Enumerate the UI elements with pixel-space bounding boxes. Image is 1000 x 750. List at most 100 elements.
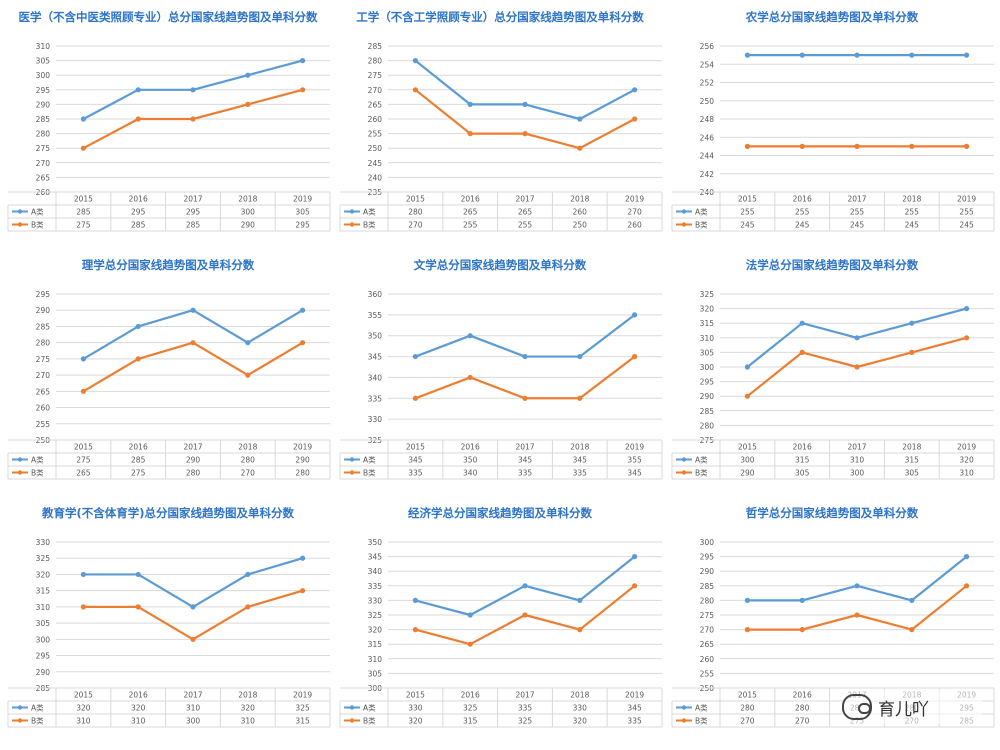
- data-point: [854, 335, 860, 341]
- legend-label: B类: [31, 220, 44, 230]
- y-tick-label: 315: [368, 640, 383, 649]
- y-tick-label: 290: [36, 306, 51, 315]
- data-label: 275: [131, 469, 146, 478]
- data-point: [80, 356, 86, 362]
- data-label: 355: [627, 456, 642, 465]
- data-point: [80, 116, 86, 122]
- legend-label: B类: [695, 220, 708, 230]
- data-point: [135, 323, 141, 330]
- data-label: 300: [740, 456, 755, 465]
- data-point: [522, 131, 528, 137]
- legend-label: B类: [695, 468, 708, 478]
- y-tick-label: 275: [368, 71, 383, 80]
- data-label: 245: [795, 221, 810, 230]
- x-tick-label: 2017: [515, 691, 534, 700]
- y-tick-label: 305: [36, 619, 51, 628]
- data-point: [190, 340, 196, 346]
- data-label: 295: [295, 221, 310, 230]
- watermark: 育儿吖: [842, 690, 982, 724]
- data-point: [744, 52, 750, 58]
- data-label: 250: [573, 221, 588, 230]
- legend-label: A类: [363, 455, 376, 465]
- data-label: 275: [76, 221, 91, 230]
- x-tick-label: 2015: [406, 195, 425, 204]
- y-tick-label: 330: [368, 415, 383, 424]
- chart-panel-education: 教育学(不含体育学)总分国家线趋势图及单科分数 285 290 295 300 305 3…: [4, 500, 332, 746]
- data-label: 345: [627, 469, 642, 478]
- x-tick-label: 2017: [183, 195, 202, 204]
- x-tick-label: 2015: [738, 691, 757, 700]
- y-tick-label: 320: [700, 305, 715, 314]
- data-label: 305: [905, 469, 920, 478]
- legend-label: A类: [31, 455, 44, 465]
- data-label: 320: [76, 704, 91, 713]
- data-point: [467, 101, 473, 107]
- data-label: 340: [463, 469, 478, 478]
- data-point: [300, 58, 306, 64]
- data-point: [799, 627, 805, 633]
- chart-title: 工学（不含工学照顾专业）总分国家线趋势图及单科分数: [356, 10, 644, 24]
- legend-marker: [681, 718, 687, 723]
- legend-marker: [349, 470, 355, 475]
- data-point: [744, 364, 750, 370]
- data-point: [744, 143, 750, 149]
- y-tick-label: 345: [368, 353, 383, 362]
- data-label: 255: [463, 221, 478, 230]
- legend-marker: [349, 209, 355, 214]
- x-tick-label: 2015: [74, 691, 93, 700]
- data-point: [245, 101, 251, 107]
- data-point: [854, 583, 860, 589]
- data-point: [412, 627, 418, 633]
- data-point: [964, 583, 970, 589]
- y-tick-label: 280: [700, 596, 715, 605]
- data-point: [744, 627, 750, 633]
- data-label: 335: [518, 469, 533, 478]
- y-tick-label: 350: [368, 332, 383, 341]
- data-label: 285: [186, 221, 201, 230]
- legend-marker: [681, 457, 687, 462]
- x-tick-label: 2019: [957, 195, 976, 204]
- wechat-icon: [842, 694, 872, 720]
- y-tick-label: 280: [36, 130, 51, 139]
- data-label: 245: [959, 221, 974, 230]
- legend-marker: [17, 457, 23, 462]
- y-tick-label: 255: [700, 669, 715, 678]
- data-point: [467, 612, 473, 618]
- x-tick-label: 2015: [406, 443, 425, 452]
- data-point: [909, 627, 915, 633]
- data-label: 310: [850, 456, 865, 465]
- data-point: [80, 604, 86, 610]
- chart-panel-law: 法学总分国家线趋势图及单科分数 275 280 285 290 295 300 305 310…: [668, 252, 996, 498]
- data-point: [412, 58, 418, 64]
- data-point: [577, 116, 583, 122]
- y-tick-label: 260: [700, 655, 715, 664]
- y-tick-label: 285: [36, 115, 51, 124]
- y-tick-label: 285: [700, 407, 715, 416]
- y-tick-label: 245: [368, 159, 383, 168]
- data-point: [964, 306, 970, 312]
- x-tick-label: 2019: [625, 443, 644, 452]
- data-label: 280: [186, 469, 201, 478]
- data-label: 290: [186, 456, 201, 465]
- y-tick-label: 290: [36, 668, 51, 677]
- legend-marker: [681, 222, 687, 227]
- data-label: 350: [463, 456, 478, 465]
- y-tick-label: 275: [36, 144, 51, 153]
- data-point: [632, 312, 638, 318]
- y-tick-label: 240: [368, 173, 383, 182]
- y-tick-label: 285: [36, 322, 51, 331]
- data-label: 265: [518, 208, 533, 217]
- data-point: [964, 52, 970, 58]
- x-tick-label: 2018: [902, 443, 921, 452]
- data-point: [964, 143, 970, 149]
- data-label: 315: [295, 717, 310, 726]
- y-tick-label: 250: [700, 97, 715, 106]
- legend-label: A类: [363, 703, 376, 713]
- data-label: 310: [76, 717, 91, 726]
- y-tick-label: 305: [700, 348, 715, 357]
- data-label: 320: [241, 704, 256, 713]
- data-label: 260: [573, 208, 588, 217]
- x-tick-label: 2018: [902, 195, 921, 204]
- y-tick-label: 270: [368, 86, 383, 95]
